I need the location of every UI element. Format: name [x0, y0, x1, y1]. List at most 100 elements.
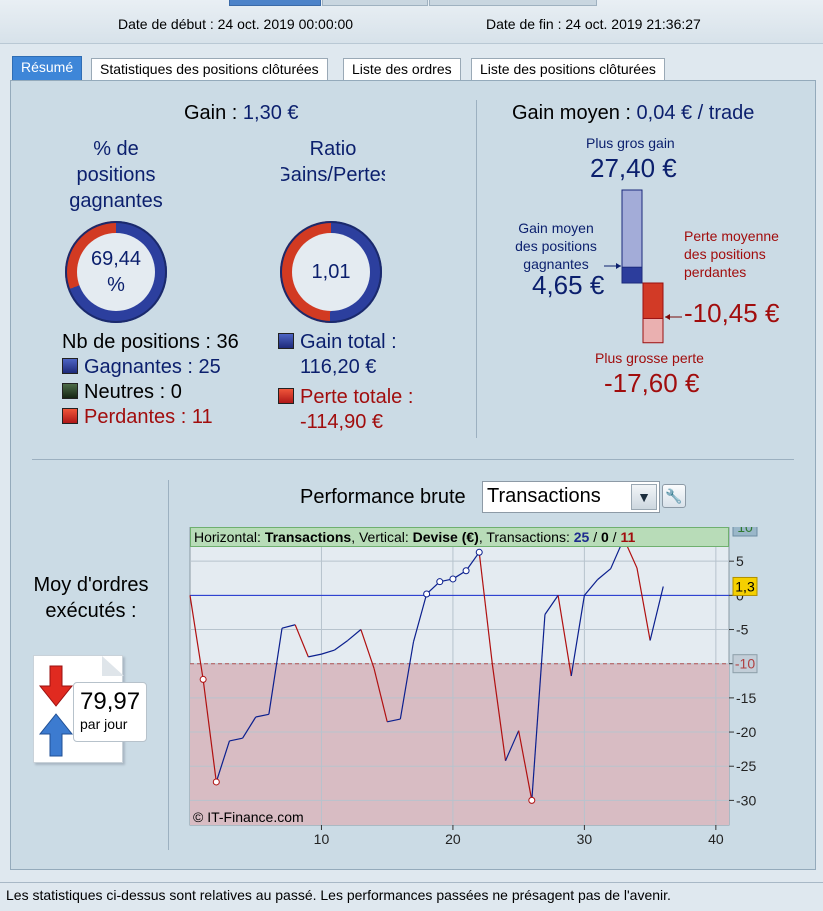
legend-perte-swatch: [278, 388, 294, 404]
nb-positions: Nb de positions : 36: [62, 331, 239, 353]
settings-wrench-button[interactable]: 🔧: [662, 484, 686, 508]
equity-segment: [334, 639, 349, 651]
avg-loss-value: -10,45 €: [684, 298, 780, 328]
current-label-bg: [732, 576, 758, 596]
tab-resume[interactable]: Résumé: [12, 56, 83, 81]
ratio-value: 1,01: [311, 261, 351, 283]
tab-statistiques[interactable]: Statistiques des positions clôturées: [91, 58, 328, 81]
equity-segment: [215, 740, 231, 783]
equity-segment: [597, 568, 612, 581]
avg-gain-bar: [621, 266, 643, 284]
divider: [476, 100, 477, 438]
equity-segment: [412, 593, 428, 642]
status-bar: Les statistiques ci-dessus sont relative…: [0, 882, 823, 911]
chart-header: Horizontal: Transactions, Vertical: Devi…: [190, 527, 729, 547]
max-gain-label: Plus gros gain: [586, 135, 675, 151]
tab-liste-ordres[interactable]: Liste des ordres: [343, 58, 461, 81]
moy-value: 79,97: [80, 688, 141, 715]
x-tick-label: 30: [577, 831, 593, 847]
equity-segment: [308, 653, 322, 658]
y-labels: 10 -10 1,3: [732, 527, 758, 674]
equity-point: [462, 567, 470, 575]
avg-loss-arrowhead: [665, 314, 670, 320]
equity-point: [436, 578, 444, 586]
gain-label: Gain :: [184, 102, 238, 124]
equity-segment: [229, 737, 243, 742]
win-pct-value: 69,44: [90, 248, 142, 270]
gain-loss-bars: [604, 189, 682, 344]
upper-label-bg: [732, 527, 758, 537]
moy-unit: par jour: [80, 716, 128, 732]
start-date: Date de début : 24 oct. 2019 00:00:00: [118, 16, 354, 32]
header-horizontal-label: Horizontal:: [194, 529, 265, 545]
neutres-line: Neutres : 0: [62, 381, 182, 404]
legend-neutral-swatch: [62, 383, 78, 399]
header-wins: 25: [573, 529, 590, 545]
legend-loss-swatch: [62, 408, 78, 424]
equity-segment: [281, 624, 296, 629]
equity-segment: [465, 551, 480, 572]
chevron-down-icon[interactable]: ▼: [631, 484, 657, 510]
avg-win-value: 4,65 €: [532, 270, 605, 300]
gain-total-value: 116,20 €: [300, 356, 377, 378]
equity-segment: [347, 629, 362, 641]
win-pct-title: % de positions gagnantes: [69, 138, 163, 212]
perdantes: Perdantes : 11: [84, 406, 213, 428]
y-tick-label: -15: [736, 690, 756, 706]
equity-point: [528, 796, 536, 804]
lower-label-bg: [732, 654, 758, 674]
performance-select[interactable]: Transactions ▼: [482, 481, 660, 513]
wrench-icon: 🔧: [665, 487, 683, 504]
equity-segment: [570, 595, 585, 677]
header-tab-active[interactable]: [229, 0, 321, 6]
equity-segment: [504, 730, 520, 761]
x-tick-label: 40: [708, 831, 724, 847]
gain-total-label: Gain total :: [300, 331, 397, 353]
equity-markers: [199, 535, 628, 804]
header-transactions-label: , Transactions:: [478, 529, 574, 545]
max-loss-label: Plus grosse perte: [595, 350, 704, 366]
arrows-graphic: [38, 656, 124, 757]
tab-liste-positions[interactable]: Liste des positions clôturées: [471, 58, 665, 81]
header-sep: /: [608, 529, 621, 545]
equity-segment: [491, 664, 507, 761]
equity-segment: [268, 628, 283, 715]
ratio-title: Ratio Gains/Pertes: [281, 136, 385, 188]
header-neutral: 0: [601, 529, 609, 545]
gagnantes-line: Gagnantes : 25: [62, 356, 221, 379]
equity-point: [423, 590, 431, 598]
gain-value: 1,30 €: [242, 102, 299, 124]
gain-line: Gain : 1,30 €: [184, 102, 299, 125]
x-tick-label: 10: [314, 831, 330, 847]
equity-point: [449, 575, 457, 583]
equity-point: [475, 548, 483, 556]
header-tab[interactable]: [322, 0, 428, 6]
loss-zone: [190, 663, 729, 825]
end-date: Date de fin : 24 oct. 2019 21:36:27: [486, 16, 701, 32]
equity-segment: [636, 567, 651, 641]
gain-moyen-label: Gain moyen :: [512, 102, 631, 124]
equity-segment: [531, 614, 546, 801]
performance-chart: 5 0 -5 -10 -15 -20 -25 -30 10 20 30 40 10 -10 1,3: [189, 527, 758, 847]
divider: [32, 459, 794, 460]
gain-total-line: Gain total :: [278, 331, 397, 354]
header-vertical-label: , Vertical:: [351, 529, 413, 545]
lower-label: -10: [735, 656, 755, 672]
max-gain-value: 27,40 €: [590, 153, 677, 183]
x-tick-label: 20: [445, 831, 461, 847]
header-sep: /: [589, 529, 601, 545]
moy-ordres-label: Moy d'ordres exécutés :: [33, 574, 149, 622]
equity-segment: [294, 624, 309, 658]
performance-select-value: Transactions: [487, 485, 601, 507]
win-pct-unit: %: [107, 274, 125, 296]
win-pct-donut: 69,44%: [65, 221, 167, 323]
win-pct-center: 69,44%: [77, 233, 155, 311]
x-axis: 10 20 30 40: [314, 825, 724, 847]
perte-totale-label: Perte totale :: [300, 386, 414, 408]
y-tick-label: -5: [736, 622, 749, 638]
equity-segment: [360, 629, 375, 669]
avg-gain-arrowhead: [616, 263, 621, 269]
equity-segment: [321, 649, 335, 655]
header-tab[interactable]: [429, 0, 597, 6]
equity-segment: [649, 586, 664, 641]
